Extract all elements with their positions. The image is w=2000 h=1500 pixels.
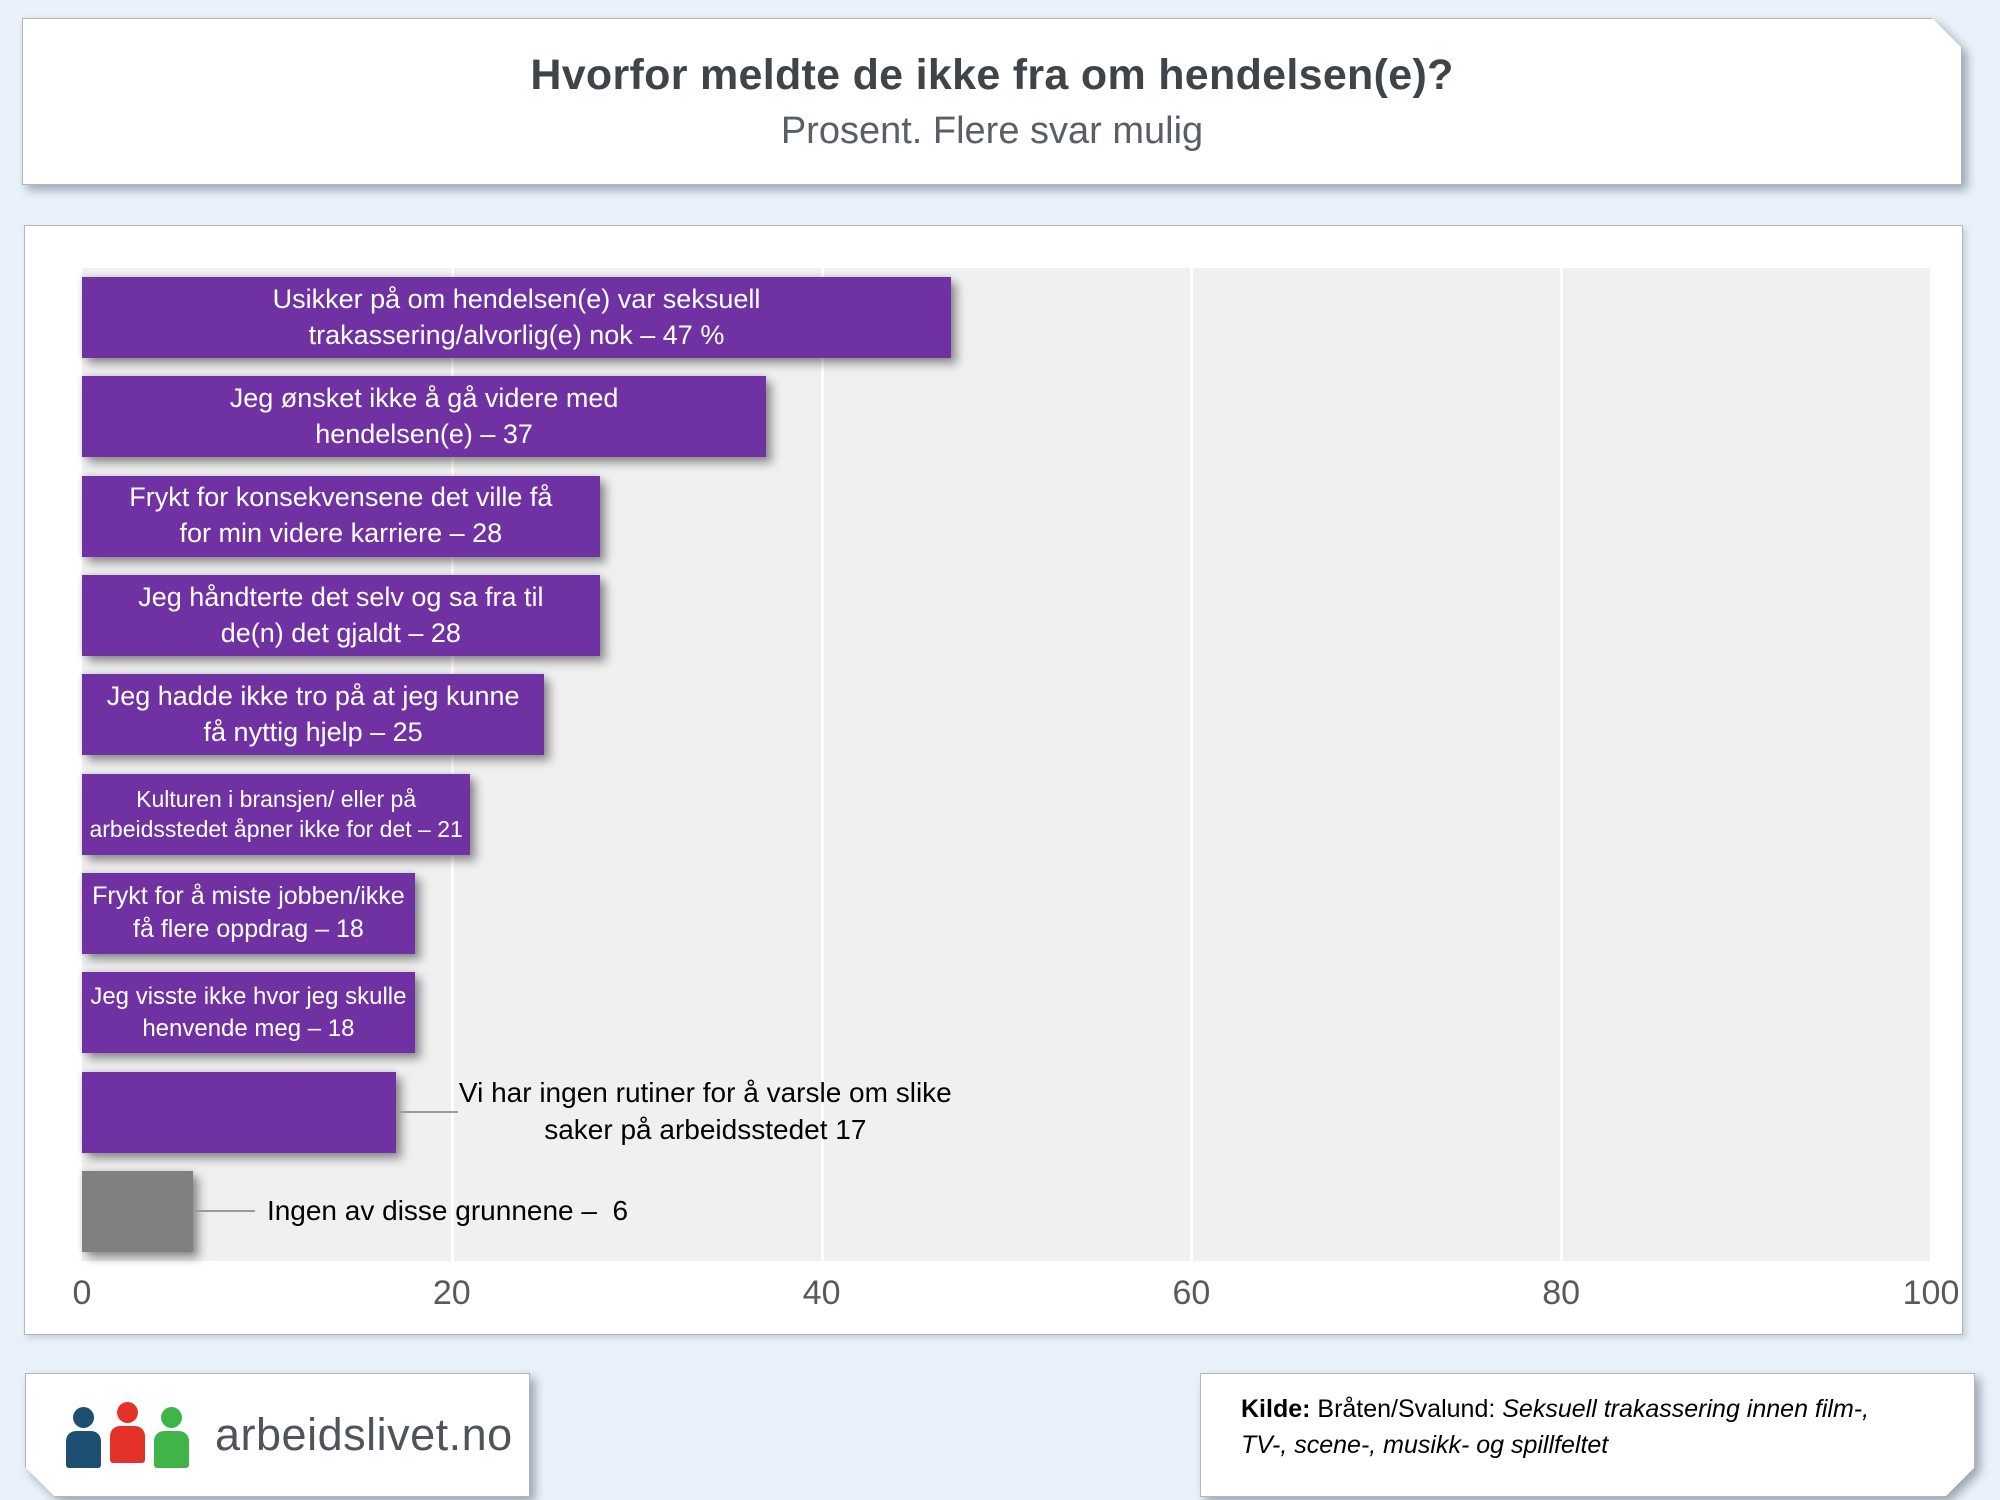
bar-7: Frykt for å miste jobben/ikke få flere op… [82,872,415,954]
person-icon-green [154,1407,189,1468]
chart-subtitle: Prosent. Flere svar mulig [780,109,1204,152]
x-grid-line [450,268,454,1261]
leader-line [396,1111,459,1114]
bar-label: Frykt for konsekvensene det ville få for … [129,482,553,549]
x-tick-label: 20 [432,1274,471,1312]
x-tick-label: 0 [72,1274,92,1312]
x-tick-label: 100 [1902,1274,1960,1312]
header-box: Hvorfor meldte de ikke fra om hendelsen(… [22,18,1962,185]
bar-2: Jeg ønsket ikke å gå videre med hendelsen… [82,376,767,458]
bar-1: Usikker på om hendelsen(e) var seksuell t… [82,277,952,359]
bar-4: Jeg håndterte det selv og sa fra til de(n… [82,575,600,657]
chart-title: Hvorfor meldte de ikke fra om hendelsen(… [530,50,1454,99]
source-label: Kilde: [1241,1395,1311,1423]
bar-8: Jeg visste ikke hvor jeg skulle henvende … [82,972,415,1054]
x-grid-line [820,268,824,1261]
x-grid-line [1560,268,1564,1261]
bar-label: Jeg ønsket ikke å gå videre med hendelsen… [229,383,619,449]
bar-6: Kulturen i bransjen/ eller på arbeidssted… [82,773,471,855]
x-grid-line [1190,268,1194,1261]
source-authors: Bråten/Svalund: [1310,1395,1503,1423]
bar-10 [82,1170,193,1252]
x-grid-line [1930,268,1933,1261]
logo-box: arbeidslivet.no [25,1373,530,1497]
three-people-icon [66,1402,189,1468]
leader-line [192,1210,255,1213]
bar-label: Vi har ingen rutiner for å varsle om sli… [458,1077,952,1146]
bar-3: Frykt for konsekvensene det ville få for … [82,475,600,557]
person-icon-red [110,1402,145,1463]
x-tick-label: 60 [1172,1274,1211,1312]
bar-label: Jeg visste ikke hvor jeg skulle henvende … [90,982,407,1042]
source-title-line1: Seksuell trakassering innen film-, [1502,1395,1870,1423]
logo-text: arbeidslivet.no [215,1409,513,1460]
source-box: Kilde: Bråten/Svalund: Seksuell trakasse… [1200,1373,1975,1497]
bar-label: Jeg håndterte det selv og sa fra til de(n… [138,581,544,648]
bar-label: Ingen av disse grunnene – 6 [266,1194,629,1226]
chart-box: Usikker på om hendelsen(e) var seksuell t… [24,225,1963,1335]
bar-label: Usikker på om hendelsen(e) var seksuell t… [272,283,761,350]
x-axis: 0 20 40 60 80 100 [73,1274,1960,1324]
source-line-1: Kilde: Bråten/Svalund: Seksuell trakasse… [1241,1391,1960,1427]
plot-area: Usikker på om hendelsen(e) var seksuell t… [82,268,1933,1261]
bar-9 [82,1071,397,1153]
person-icon-blue [66,1407,101,1468]
x-tick-label: 40 [802,1274,841,1312]
bar-label: Kulturen i bransjen/ eller på arbeidssted… [89,785,463,843]
x-tick-label: 80 [1542,1274,1581,1312]
bar-label: Jeg hadde ikke tro på at jeg kunne få nyt… [106,680,520,747]
source-title-line2: TV-, scene-, musikk- og spillfeltet [1241,1431,1609,1460]
bar-5: Jeg hadde ikke tro på at jeg kunne få nyt… [82,674,545,756]
bar-label: Frykt for å miste jobben/ikke få flere op… [92,882,405,944]
